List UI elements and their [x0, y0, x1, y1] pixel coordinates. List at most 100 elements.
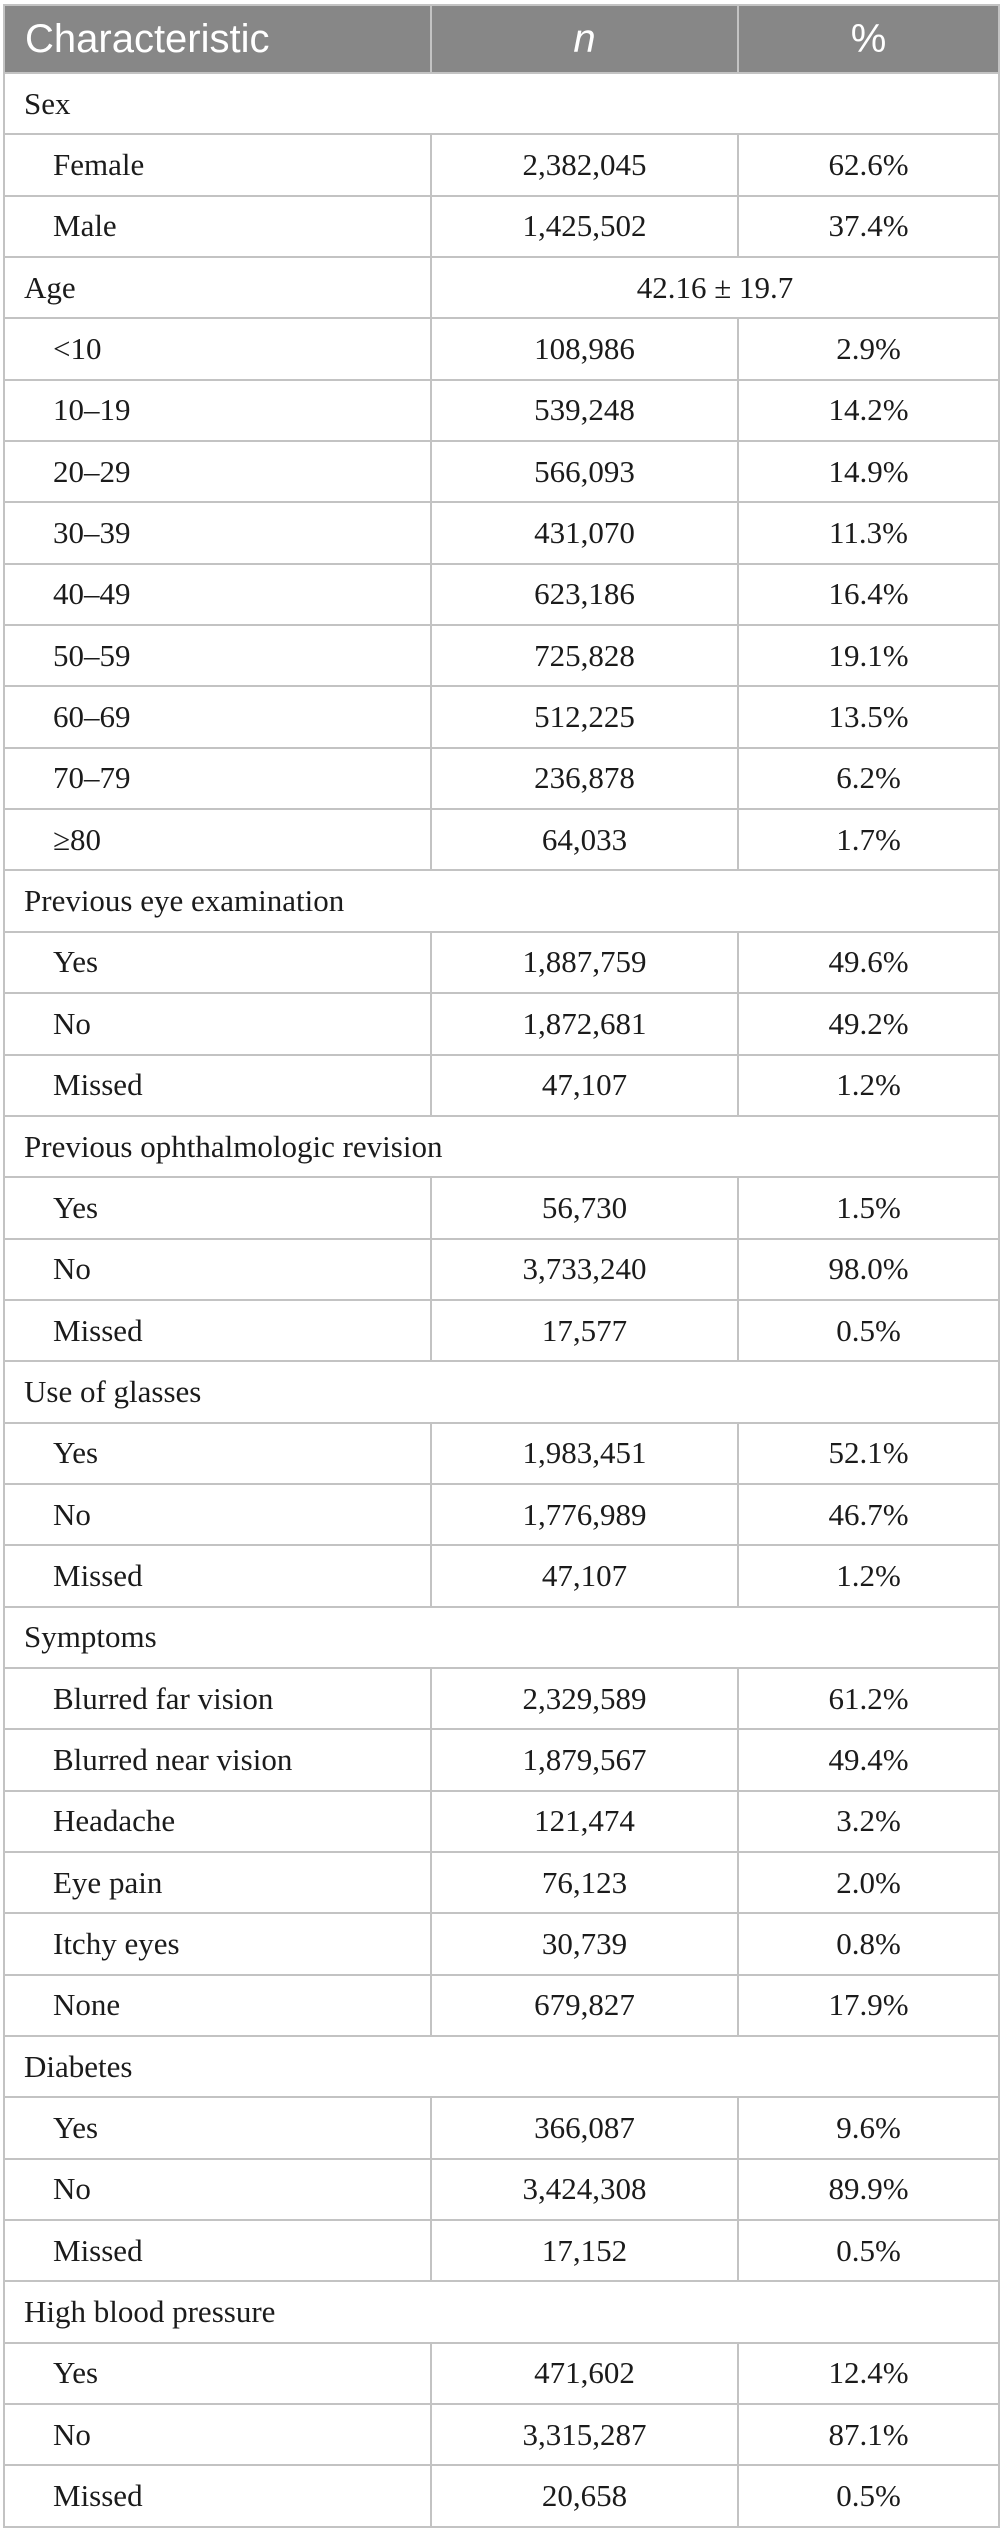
row-percent-value: 1.2%	[737, 1053, 1000, 1117]
table-row: <10 108,986 2.9%	[3, 317, 1000, 381]
row-label: Age	[3, 256, 432, 320]
table-row: Female 2,382,045 62.6%	[3, 133, 1000, 197]
table-row: Male 1,425,502 37.4%	[3, 194, 1000, 259]
row-percent-value: 62.6%	[737, 133, 1000, 197]
row-label: Missed	[3, 2219, 432, 2283]
row-n-value: 56,730	[430, 1176, 739, 1240]
section-row: Diabetes	[3, 2034, 1000, 2099]
row-n-value: 725,828	[430, 624, 739, 688]
row-percent-value: 12.4%	[737, 2341, 1000, 2406]
row-percent-value: 17.9%	[737, 1973, 1000, 2038]
row-label: Missed	[3, 1544, 432, 1608]
table-row: No 1,872,681 49.2%	[3, 992, 1000, 1056]
section-label: Symptoms	[3, 1605, 1000, 1669]
table-header: Characteristic n %	[3, 4, 1000, 74]
row-label: Blurred far vision	[3, 1666, 432, 1731]
row-label: 40–49	[3, 562, 432, 627]
row-label: Female	[3, 133, 432, 197]
row-label: Male	[3, 194, 432, 259]
table-row: Yes 1,983,451 52.1%	[3, 1421, 1000, 1485]
row-label: No	[3, 992, 432, 1056]
row-label: Eye pain	[3, 1850, 432, 1915]
row-percent-value: 9.6%	[737, 2096, 1000, 2160]
section-label: High blood pressure	[3, 2280, 1000, 2344]
row-label: Missed	[3, 1053, 432, 1117]
row-label: Missed	[3, 2464, 432, 2528]
header-n: n	[430, 4, 739, 74]
row-n-value: 121,474	[430, 1789, 739, 1853]
row-n-value: 366,087	[430, 2096, 739, 2160]
table-row: Eye pain 76,123 2.0%	[3, 1850, 1000, 1915]
table-row: Missed 17,577 0.5%	[3, 1298, 1000, 1363]
row-percent-value: 87.1%	[737, 2403, 1000, 2467]
header-characteristic: Characteristic	[3, 4, 432, 74]
row-percent-value: 14.9%	[737, 440, 1000, 504]
table-row: None 679,827 17.9%	[3, 1973, 1000, 2038]
section-label: Sex	[3, 71, 1000, 136]
header-percent: %	[737, 4, 1000, 74]
row-label: Missed	[3, 1298, 432, 1363]
row-n-value: 64,033	[430, 808, 739, 872]
row-percent-value: 0.5%	[737, 1298, 1000, 1363]
row-n-value: 566,093	[430, 440, 739, 504]
table-row: Blurred near vision 1,879,567 49.4%	[3, 1728, 1000, 1792]
row-n-value: 236,878	[430, 746, 739, 811]
table-row: No 3,424,308 89.9%	[3, 2157, 1000, 2222]
row-n-value: 471,602	[430, 2341, 739, 2406]
row-n-value: 3,733,240	[430, 1237, 739, 1301]
row-n-value: 47,107	[430, 1053, 739, 1117]
row-n-value: 623,186	[430, 562, 739, 627]
row-percent-value: 89.9%	[737, 2157, 1000, 2222]
table-row: No 3,733,240 98.0%	[3, 1237, 1000, 1301]
table-row: Missed 47,107 1.2%	[3, 1544, 1000, 1608]
row-percent-value: 1.2%	[737, 1544, 1000, 1608]
table-row: 70–79 236,878 6.2%	[3, 746, 1000, 811]
row-label: 60–69	[3, 685, 432, 749]
section-label: Previous eye examination	[3, 869, 1000, 933]
row-n-value: 3,424,308	[430, 2157, 739, 2222]
row-label: 50–59	[3, 624, 432, 688]
row-label: No	[3, 1482, 432, 1547]
row-n-value: 2,382,045	[430, 133, 739, 197]
table-row: Blurred far vision 2,329,589 61.2%	[3, 1666, 1000, 1731]
row-label: Yes	[3, 2341, 432, 2406]
row-n-value: 679,827	[430, 1973, 739, 2038]
row-n-value: 1,776,989	[430, 1482, 739, 1547]
row-label: 70–79	[3, 746, 432, 811]
row-label: No	[3, 1237, 432, 1301]
section-row: High blood pressure	[3, 2280, 1000, 2344]
row-percent-value: 52.1%	[737, 1421, 1000, 1485]
row-percent-value: 2.0%	[737, 1850, 1000, 1915]
row-percent-value: 19.1%	[737, 624, 1000, 688]
row-n-value: 1,983,451	[430, 1421, 739, 1485]
section-label: Use of glasses	[3, 1360, 1000, 1424]
row-percent-value: 13.5%	[737, 685, 1000, 749]
row-percent-value: 0.5%	[737, 2464, 1000, 2528]
row-label: None	[3, 1973, 432, 2038]
section-label: Diabetes	[3, 2034, 1000, 2099]
section-row: Sex	[3, 71, 1000, 136]
row-n-value: 108,986	[430, 317, 739, 381]
table-row: Yes 366,087 9.6%	[3, 2096, 1000, 2160]
row-label: <10	[3, 317, 432, 381]
row-label: Yes	[3, 930, 432, 995]
row-percent-value: 16.4%	[737, 562, 1000, 627]
table-row: No 1,776,989 46.7%	[3, 1482, 1000, 1547]
section-row: Previous eye examination	[3, 869, 1000, 933]
row-percent-value: 2.9%	[737, 317, 1000, 381]
row-label: ≥80	[3, 808, 432, 872]
row-label: Headache	[3, 1789, 432, 1853]
row-n-value: 17,577	[430, 1298, 739, 1363]
row-label: 30–39	[3, 501, 432, 565]
row-percent-value: 0.8%	[737, 1912, 1000, 1976]
table-row: 20–29 566,093 14.9%	[3, 440, 1000, 504]
table-row: Headache 121,474 3.2%	[3, 1789, 1000, 1853]
row-percent-value: 46.7%	[737, 1482, 1000, 1547]
row-label: Yes	[3, 1421, 432, 1485]
row-percent-value: 14.2%	[737, 378, 1000, 443]
row-percent-value: 3.2%	[737, 1789, 1000, 1853]
row-label: Yes	[3, 1176, 432, 1240]
characteristics-table: Characteristic n % Sex Female 2,382,045 62.…	[3, 4, 1000, 2528]
row-percent-value: 49.4%	[737, 1728, 1000, 1792]
table-row: Itchy eyes 30,739 0.8%	[3, 1912, 1000, 1976]
